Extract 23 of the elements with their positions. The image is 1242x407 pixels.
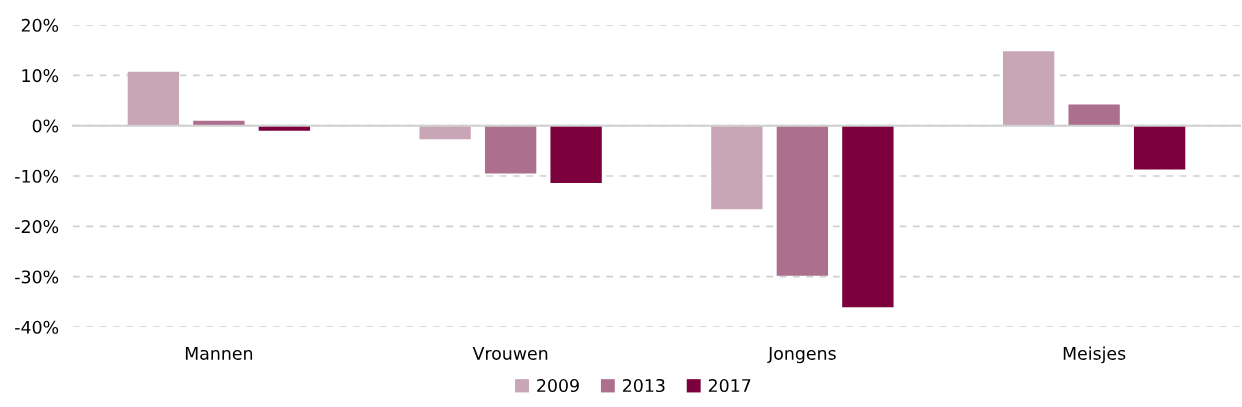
- bar: [776, 125, 829, 276]
- x-tick-label: Meisjes: [1063, 346, 1126, 364]
- y-tick-label: -10%: [15, 169, 59, 183]
- y-tick-label: -20%: [15, 220, 59, 234]
- bar: [550, 125, 602, 184]
- y-tick-label: -30%: [15, 270, 59, 284]
- legend-label: 2009: [537, 378, 579, 393]
- y-tick-label: 0%: [32, 119, 59, 133]
- legend-label: 2017: [708, 378, 751, 393]
- x-tick-label: Jongens: [767, 346, 836, 364]
- y-tick-label: -40%: [15, 320, 59, 334]
- legend-label: 2013: [623, 378, 665, 393]
- y-tick-label: 20%: [21, 18, 59, 32]
- bar: [1002, 51, 1055, 126]
- bar: [842, 125, 894, 308]
- x-tick-label: Vrouwen: [472, 346, 548, 360]
- bar: [484, 125, 537, 174]
- bar: [127, 71, 180, 126]
- y-tick-label: 10%: [22, 69, 59, 83]
- bar: [1133, 125, 1186, 170]
- bar: [711, 125, 763, 210]
- bar: [1068, 104, 1120, 126]
- x-tick-label: Mannen: [185, 346, 253, 360]
